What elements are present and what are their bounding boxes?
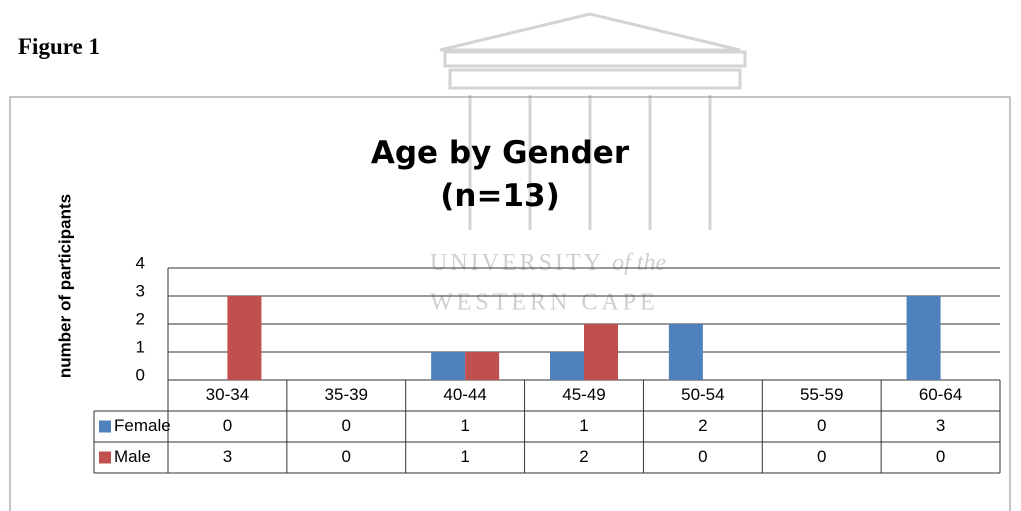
x-tick-label: 30-34 (206, 385, 249, 404)
y-axis-label: number of participants (55, 194, 74, 378)
y-tick-label: 0 (136, 365, 145, 384)
table-cell: 3 (936, 416, 945, 435)
table-cell: 1 (460, 447, 469, 466)
table-cell: 0 (817, 447, 826, 466)
bar (906, 296, 941, 380)
bar (431, 352, 466, 380)
table-cell: 0 (223, 416, 232, 435)
table-cell: 2 (579, 447, 588, 466)
bar (465, 352, 500, 380)
table-cell: 0 (342, 416, 351, 435)
x-tick-label: 60-64 (919, 385, 962, 404)
bar (550, 352, 584, 380)
table-cell: 1 (579, 416, 588, 435)
table-cell: 0 (698, 447, 707, 466)
watermark-logo (439, 12, 747, 230)
table-cell: 3 (223, 447, 232, 466)
x-tick-label: 35-39 (325, 385, 368, 404)
y-tick-label: 4 (136, 253, 145, 272)
bar (668, 324, 703, 380)
table-cell: 2 (698, 416, 707, 435)
bar (227, 296, 262, 380)
table-cell: 0 (936, 447, 945, 466)
legend-swatch (99, 420, 111, 433)
figure-heading: Figure 1 (18, 34, 100, 59)
watermark-text: WESTERN CAPE (430, 290, 659, 316)
bar (584, 324, 618, 380)
y-tick-label: 1 (136, 337, 145, 356)
legend-swatch (99, 451, 111, 464)
x-tick-label: 50-54 (681, 385, 724, 404)
y-tick-label: 2 (136, 309, 145, 328)
table-cell: 0 (817, 416, 826, 435)
table-cell: 1 (460, 416, 469, 435)
y-tick-label: 3 (136, 281, 145, 300)
legend-label: Female (114, 416, 171, 435)
watermark-text: UNIVERSITY of the (430, 250, 666, 276)
legend-label: Male (114, 447, 151, 466)
x-tick-label: 45-49 (562, 385, 605, 404)
watermark-text: of the (612, 250, 666, 276)
table-cell: 0 (342, 447, 351, 466)
chart-border (9, 96, 1011, 511)
watermark-text: UNIVERSITY (430, 250, 603, 276)
chart-title: Age by Gender (n=13) (370, 135, 630, 214)
x-tick-label: 55-59 (800, 385, 843, 404)
x-tick-label: 40-44 (443, 385, 486, 404)
